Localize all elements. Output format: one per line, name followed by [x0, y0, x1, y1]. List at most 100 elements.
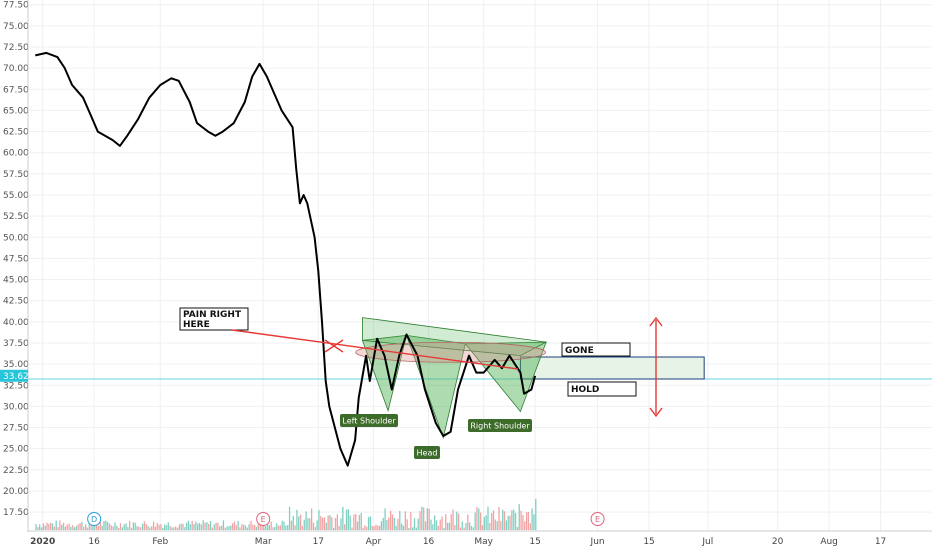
hold-zone: [519, 356, 705, 380]
volume-bar: [59, 520, 61, 530]
volume-bar: [198, 522, 201, 530]
volume-bars: [35, 498, 537, 530]
volume-bar: [412, 527, 414, 530]
volume-bar: [263, 522, 265, 530]
volume-bar: [288, 506, 291, 530]
volume-bar: [250, 520, 252, 530]
price-tick-label: 72.50: [3, 43, 29, 53]
volume-bar: [323, 517, 326, 530]
volume-bar: [75, 526, 78, 530]
volume-bar: [320, 516, 322, 530]
volume-bar: [73, 527, 76, 530]
volume-bar: [114, 522, 116, 530]
head-label: Head: [417, 449, 438, 458]
volume-bar: [421, 506, 423, 530]
volume-bar: [454, 525, 456, 530]
volume-bar: [342, 506, 344, 530]
price-line: [35, 51, 537, 467]
volume-bar: [298, 516, 300, 530]
volume-bar: [459, 527, 462, 530]
volume-bar: [39, 524, 41, 530]
volume-bar: [105, 520, 107, 530]
volume-bar: [511, 510, 513, 530]
event-label: E: [261, 515, 266, 524]
volume-bar: [305, 511, 307, 530]
price-tick-label: 65.00: [3, 106, 29, 116]
volume-bar: [406, 519, 408, 530]
pain-arrow-line: [231, 329, 519, 370]
price-tick-label: 57.50: [3, 170, 29, 180]
volume-bar: [373, 526, 375, 530]
price-tick-label: 35.00: [3, 360, 29, 370]
volume-bar: [224, 527, 226, 530]
volume-bar: [465, 523, 467, 530]
volume-bar: [176, 527, 179, 530]
volume-bar: [353, 514, 355, 530]
volume-bar: [452, 509, 454, 530]
price-tick-label: 32.50: [3, 381, 29, 391]
volume-bar: [178, 524, 180, 530]
volume-bar: [423, 507, 425, 530]
volume-bar: [171, 527, 173, 530]
event-marker: [87, 512, 102, 526]
volume-bar: [270, 521, 272, 530]
volume-bar: [489, 522, 491, 530]
time-tick-label: 15: [643, 537, 654, 547]
volume-bar: [99, 522, 101, 530]
volume-bar: [79, 523, 81, 530]
volume-bar: [46, 522, 48, 530]
volume-bar: [110, 525, 112, 530]
volume-bar: [362, 527, 364, 530]
time-tick-label: 17: [875, 537, 886, 547]
time-tick-label: 15: [529, 537, 540, 547]
volume-bar: [130, 527, 133, 530]
volume-bar: [428, 508, 430, 530]
volume-bar: [502, 509, 504, 530]
volume-bar: [467, 514, 469, 530]
price-tick-label: 50.00: [3, 233, 29, 243]
gone-label: GONE: [565, 346, 594, 356]
event-label: D: [91, 515, 97, 524]
volume-bar: [53, 526, 56, 530]
volume-bar: [310, 508, 313, 530]
volume-bar: [496, 521, 498, 530]
volume-bar: [136, 526, 138, 530]
volume-bar: [386, 520, 388, 530]
volume-bar: [213, 524, 215, 530]
hold-zone-layer: [519, 356, 705, 380]
time-tick-label: Aug: [820, 537, 838, 547]
volume-bar: [356, 521, 359, 530]
volume-bar: [527, 511, 530, 530]
volume-bar: [277, 525, 280, 530]
volume-bar: [476, 507, 478, 530]
volume-bar: [230, 525, 232, 530]
volume-bar: [468, 522, 471, 530]
volume-bar: [261, 525, 263, 530]
volume-bar: [344, 524, 346, 530]
volume-bar: [338, 526, 340, 530]
volume-bar: [327, 515, 329, 530]
volume-bar: [108, 523, 111, 530]
volume-bar: [202, 520, 204, 530]
volume-bar: [246, 527, 248, 530]
volume-bar: [378, 525, 381, 530]
volume-bar: [226, 526, 228, 530]
time-tick-label: May: [474, 537, 493, 547]
price-tick-label: 77.50: [3, 1, 29, 11]
time-tick-label: 16: [423, 537, 435, 547]
volume-bar: [384, 508, 386, 530]
price-tick-label: 40.00: [3, 318, 29, 328]
price-tick-label: 20.00: [3, 487, 29, 497]
time-tick-label: Jul: [701, 537, 713, 547]
volume-bar: [127, 526, 129, 530]
right-shoulder-badge: [468, 419, 532, 432]
volume-bar: [303, 519, 305, 530]
volume-bar: [125, 523, 127, 530]
volume-bar: [81, 521, 83, 530]
volume-bar: [500, 521, 502, 530]
time-tick-label: 16: [88, 537, 100, 547]
volume-bar: [217, 522, 219, 530]
volume-bar: [492, 510, 495, 530]
volume-bar: [364, 525, 366, 530]
